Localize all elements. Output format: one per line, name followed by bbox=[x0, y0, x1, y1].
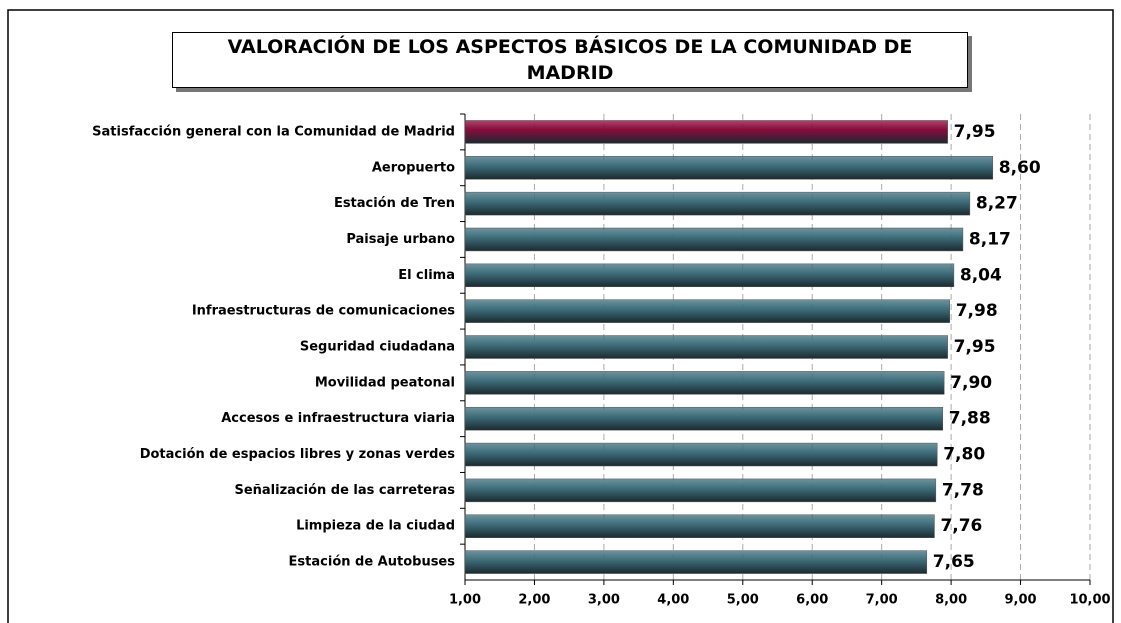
y-tick-label: Aeropuerto bbox=[372, 160, 455, 175]
bar bbox=[464, 371, 945, 395]
x-tick-label: 3,00 bbox=[588, 593, 620, 608]
bar bbox=[464, 478, 937, 503]
value-label: 8,27 bbox=[976, 194, 1018, 214]
value-label: 7,98 bbox=[956, 301, 998, 321]
value-label: 7,90 bbox=[950, 373, 992, 393]
value-label: 8,60 bbox=[999, 158, 1041, 178]
y-tick-label: Estación de Autobuses bbox=[289, 555, 456, 570]
bar bbox=[464, 227, 964, 252]
bar bbox=[464, 406, 944, 431]
x-tick-label: 4,00 bbox=[657, 593, 689, 608]
value-label: 8,17 bbox=[969, 229, 1011, 249]
y-tick-label: Paisaje urbano bbox=[346, 232, 455, 247]
x-tick-label: 8,00 bbox=[935, 593, 967, 608]
value-label: 7,76 bbox=[940, 516, 982, 536]
x-tick-label: 10,00 bbox=[1069, 593, 1110, 608]
bar bbox=[464, 514, 935, 538]
y-tick-label: Estación de Tren bbox=[334, 196, 455, 211]
x-tick-label: 9,00 bbox=[1005, 593, 1037, 608]
value-label: 7,88 bbox=[949, 409, 991, 429]
bar bbox=[464, 156, 994, 180]
y-tick-label: Señalización de las carreteras bbox=[234, 483, 455, 498]
x-tick-label: 6,00 bbox=[796, 593, 828, 608]
y-tick-label: Accesos e infraestructura viaria bbox=[221, 411, 455, 426]
frame bbox=[7, 9, 1114, 623]
value-label: 7,95 bbox=[954, 122, 996, 142]
value-label: 7,78 bbox=[942, 480, 984, 500]
x-tick-label: 7,00 bbox=[866, 593, 898, 608]
value-label: 8,04 bbox=[960, 265, 1002, 285]
y-tick-label: Infraestructuras de comunicaciones bbox=[192, 304, 455, 319]
bar bbox=[464, 263, 955, 288]
y-tick-label: Movilidad peatonal bbox=[315, 375, 455, 390]
y-tick-label: Limpieza de la ciudad bbox=[296, 519, 455, 534]
bar bbox=[464, 299, 950, 323]
bar bbox=[464, 442, 938, 467]
value-label: 7,65 bbox=[933, 552, 975, 572]
y-tick-label: El clima bbox=[398, 268, 455, 283]
y-tick-label: Satisfacción general con la Comunidad de… bbox=[92, 124, 455, 139]
value-label: 7,95 bbox=[954, 337, 996, 357]
bar bbox=[464, 550, 928, 574]
y-tick-label: Dotación de espacios libres y zonas verd… bbox=[140, 447, 456, 462]
bar bbox=[464, 191, 971, 216]
y-tick-label: Seguridad ciudadana bbox=[300, 340, 455, 355]
bar bbox=[464, 120, 948, 144]
x-tick-label: 5,00 bbox=[727, 593, 759, 608]
value-label: 7,80 bbox=[943, 445, 985, 465]
chart-title: VALORACIÓN DE LOS ASPECTOS BÁSICOS DE LA… bbox=[172, 32, 968, 88]
bar bbox=[464, 335, 948, 359]
x-tick-label: 1,00 bbox=[449, 593, 481, 608]
x-tick-label: 2,00 bbox=[518, 593, 550, 608]
